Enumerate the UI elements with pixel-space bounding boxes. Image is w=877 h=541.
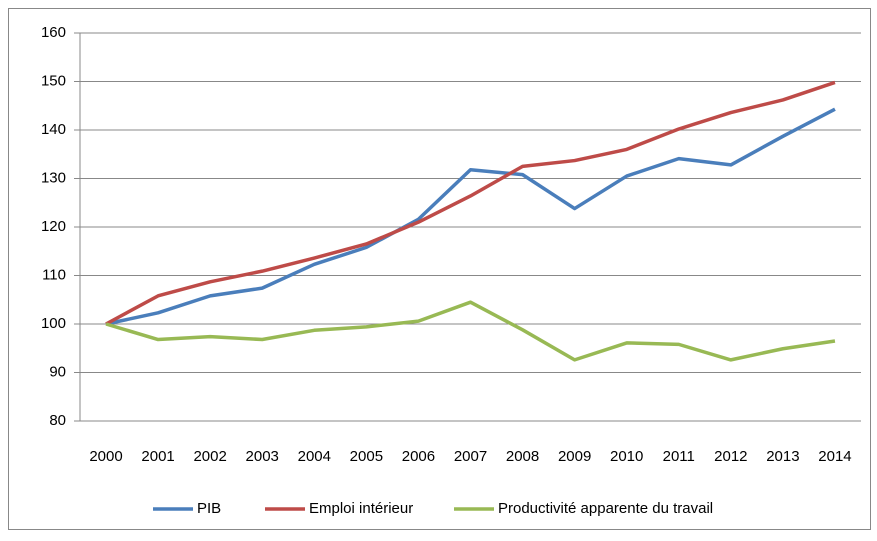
y-tick-label: 110 — [42, 266, 66, 283]
legend-label: Emploi intérieur — [309, 500, 413, 517]
series-line — [105, 107, 836, 326]
x-tick-label: 2001 — [141, 448, 174, 465]
x-tick-label: 2006 — [402, 448, 435, 465]
y-tick-label: 140 — [41, 121, 66, 138]
x-tick-label: 2012 — [714, 448, 747, 465]
x-tick-label: 2013 — [766, 448, 799, 465]
legend-label: Productivité apparente du travail — [498, 500, 713, 517]
x-tick-label: 2008 — [506, 448, 539, 465]
x-tick-label: 2002 — [193, 448, 226, 465]
x-tick-label: 2003 — [246, 448, 279, 465]
y-tick-label: 90 — [49, 363, 66, 380]
x-tick-label: 2010 — [610, 448, 643, 465]
x-tick-label: 2009 — [558, 448, 591, 465]
x-tick-label: 2007 — [454, 448, 487, 465]
x-tick-label: 2011 — [663, 448, 695, 465]
y-tick-label: 160 — [41, 24, 66, 41]
y-tick-label: 80 — [49, 412, 66, 429]
y-tick-label: 130 — [41, 169, 66, 186]
y-tick-label: 150 — [41, 72, 66, 89]
y-tick-label: 100 — [41, 315, 66, 332]
x-tick-label: 2014 — [818, 448, 851, 465]
x-tick-label: 2004 — [298, 448, 331, 465]
series-line — [105, 80, 836, 326]
y-tick-label: 120 — [41, 218, 66, 235]
legend-label: PIB — [197, 500, 221, 517]
x-tick-label: 2005 — [350, 448, 383, 465]
x-tick-label: 2000 — [89, 448, 122, 465]
chart-border — [8, 8, 871, 530]
series-line — [105, 300, 836, 362]
